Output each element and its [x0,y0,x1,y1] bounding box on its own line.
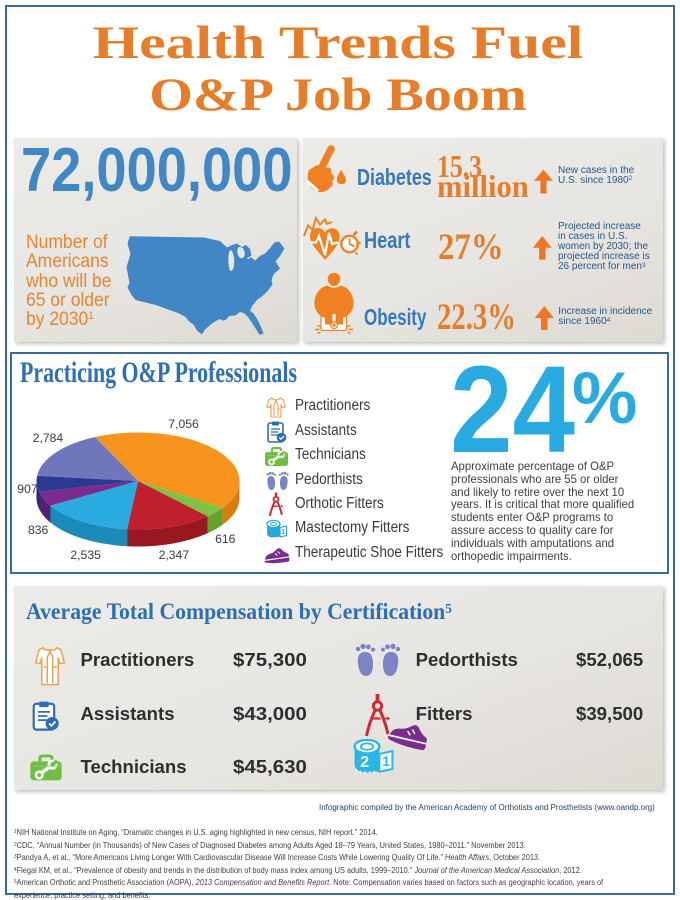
svg-text:1: 1 [382,753,390,769]
svg-text:2: 2 [360,754,369,771]
svg-text:1: 1 [281,529,285,536]
